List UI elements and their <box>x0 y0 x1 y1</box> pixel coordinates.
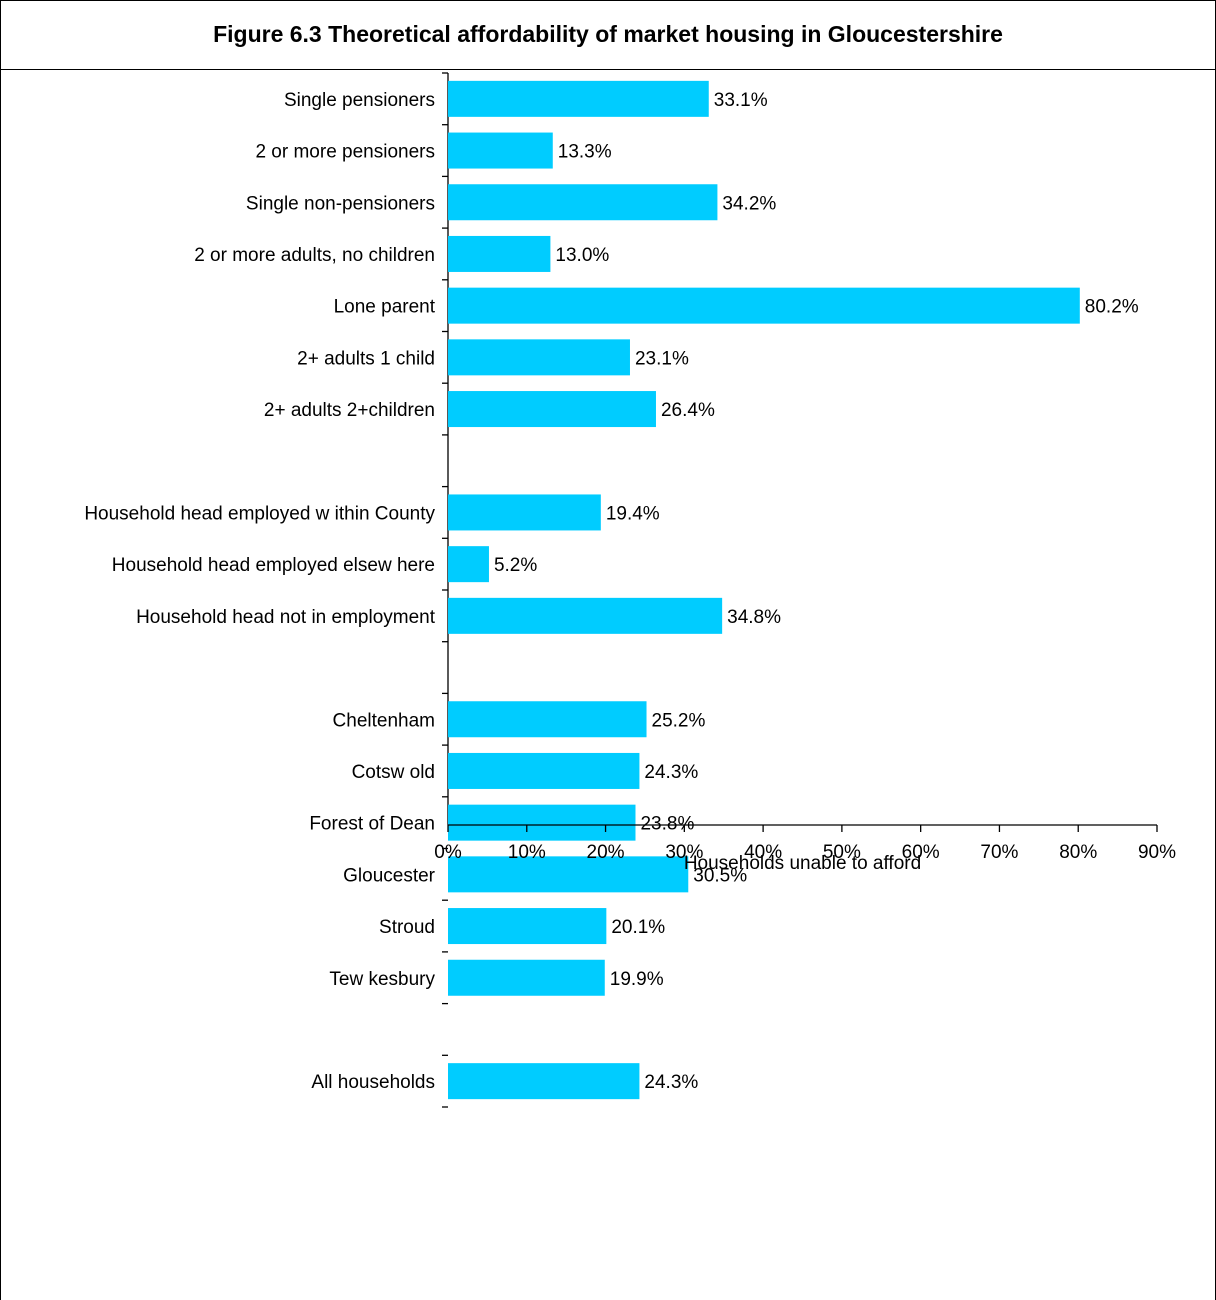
data-label: 20.1% <box>611 917 665 938</box>
x-tick-label: 50% <box>823 842 861 863</box>
bar <box>448 132 553 169</box>
data-label: 23.8% <box>640 814 694 835</box>
bar <box>448 1063 640 1100</box>
data-label: 34.2% <box>722 193 776 214</box>
data-label: 26.4% <box>661 400 715 421</box>
title-bar: Figure 6.3 Theoretical affordability of … <box>0 0 1216 70</box>
data-label: 19.4% <box>606 503 660 524</box>
bar <box>448 546 489 583</box>
category-label: Household head employed w ithin County <box>84 503 435 524</box>
category-label: 2 or more adults, no children <box>194 245 435 266</box>
bar <box>448 80 709 117</box>
category-label: Cotsw old <box>352 762 435 783</box>
chart-title: Figure 6.3 Theoretical affordability of … <box>213 21 1003 47</box>
bar <box>448 856 689 893</box>
category-label: Forest of Dean <box>309 814 435 835</box>
data-label: 24.3% <box>644 1072 698 1093</box>
bar <box>448 752 640 789</box>
data-label: 80.2% <box>1085 297 1139 318</box>
data-label: 33.1% <box>714 90 768 111</box>
bar <box>448 959 605 996</box>
category-label: 2+ adults 2+children <box>264 400 435 421</box>
data-label: 24.3% <box>644 762 698 783</box>
x-axis-label: Households unable to afford <box>684 853 921 874</box>
bar <box>448 804 636 841</box>
category-label: Gloucester <box>343 865 436 886</box>
category-label: Tew kesbury <box>329 969 435 990</box>
bar <box>448 339 630 376</box>
category-label: All households <box>311 1072 435 1093</box>
x-tick-label: 90% <box>1138 842 1176 863</box>
category-label: Household head not in employment <box>136 607 436 628</box>
bar <box>448 391 656 428</box>
category-label: Lone parent <box>334 297 436 318</box>
data-label: 23.1% <box>635 348 689 369</box>
x-tick-label: 60% <box>902 842 940 863</box>
category-label: Stroud <box>379 917 435 938</box>
x-tick-label: 20% <box>587 842 625 863</box>
data-label: 25.2% <box>652 710 706 731</box>
data-label: 19.9% <box>610 969 664 990</box>
data-label: 13.0% <box>555 245 609 266</box>
category-label: Cheltenham <box>333 710 435 731</box>
data-label: 5.2% <box>494 555 537 576</box>
category-label: 2 or more pensioners <box>255 142 435 163</box>
bar <box>448 184 718 221</box>
bar <box>448 494 601 531</box>
x-tick-label: 0% <box>434 842 462 863</box>
data-label: 30.5% <box>693 865 747 886</box>
data-label: 34.8% <box>727 607 781 628</box>
x-tick-label: 80% <box>1059 842 1097 863</box>
category-label: 2+ adults 1 child <box>297 348 435 369</box>
x-tick-label: 40% <box>744 842 782 863</box>
x-tick-label: 10% <box>508 842 546 863</box>
x-tick-label: 30% <box>665 842 703 863</box>
bar <box>448 597 723 634</box>
category-label: Single pensioners <box>284 90 435 111</box>
bar <box>448 287 1080 324</box>
category-label: Single non-pensioners <box>246 193 435 214</box>
category-label: Household head employed elsew here <box>112 555 435 576</box>
bar <box>448 235 551 272</box>
bar <box>448 701 647 738</box>
x-tick-label: 70% <box>980 842 1018 863</box>
data-label: 13.3% <box>558 142 612 163</box>
bar <box>448 908 607 945</box>
